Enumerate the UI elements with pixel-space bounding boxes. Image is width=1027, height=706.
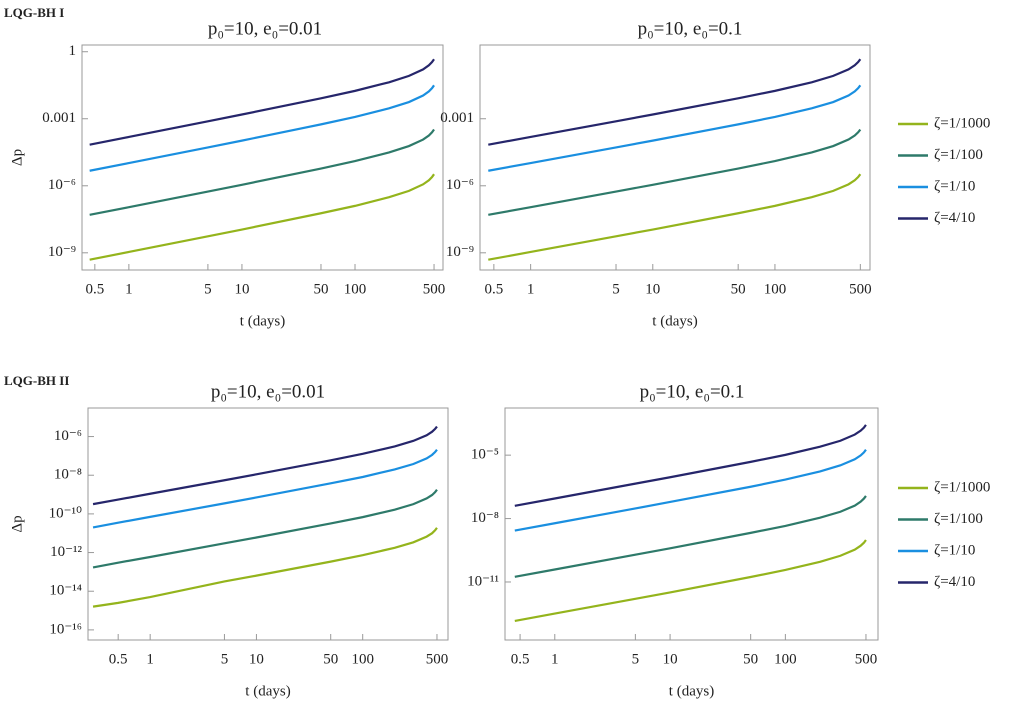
x-axis-label: t (days) bbox=[245, 683, 290, 699]
x-tick-label: 500 bbox=[426, 651, 449, 667]
y-tick-label: 10⁻¹⁴ bbox=[49, 583, 82, 599]
x-tick-label: 1 bbox=[146, 651, 154, 667]
series-line bbox=[514, 539, 867, 622]
x-tick-label: 10 bbox=[663, 651, 678, 667]
y-tick-label: 0.001 bbox=[440, 110, 474, 126]
series-line bbox=[89, 84, 435, 172]
y-tick-label: 10⁻¹¹ bbox=[467, 573, 499, 589]
legend-label: ζ=1/10 bbox=[934, 178, 975, 194]
x-axis-label: t (days) bbox=[669, 683, 714, 699]
x-tick-label: 50 bbox=[731, 281, 746, 297]
series-line bbox=[514, 424, 867, 507]
y-tick-label: 10⁻⁸ bbox=[54, 467, 82, 483]
y-tick-label: 10⁻⁶ bbox=[446, 177, 474, 193]
series-line bbox=[488, 84, 862, 172]
x-tick-label: 500 bbox=[423, 281, 446, 297]
y-tick-label: 10⁻¹² bbox=[50, 544, 82, 560]
plot-frame bbox=[479, 44, 871, 271]
series-line bbox=[514, 495, 867, 578]
y-tick-label: 10⁻¹⁰ bbox=[49, 505, 82, 521]
x-tick-label: 100 bbox=[774, 651, 797, 667]
x-axis-label: t (days) bbox=[652, 313, 697, 329]
legend-label: ζ=1/1000 bbox=[934, 115, 990, 131]
y-tick-label: 0.001 bbox=[42, 110, 76, 126]
plot-frame bbox=[504, 407, 879, 641]
y-axis-label: Δp bbox=[9, 149, 25, 166]
x-tick-label: 50 bbox=[743, 651, 758, 667]
x-tick-label: 5 bbox=[204, 281, 212, 297]
legend-label: ζ=1/100 bbox=[934, 147, 983, 163]
series-line bbox=[488, 173, 862, 261]
x-tick-label: 100 bbox=[351, 651, 374, 667]
x-tick-label: 5 bbox=[612, 281, 620, 297]
series-line bbox=[92, 448, 438, 529]
x-tick-label: 50 bbox=[313, 281, 328, 297]
y-tick-label: 10⁻⁶ bbox=[54, 428, 82, 444]
y-tick-label: 10⁻⁵ bbox=[471, 447, 499, 463]
y-axis-label: Δp bbox=[9, 515, 25, 532]
y-tick-label: 10⁻⁸ bbox=[471, 510, 499, 526]
series-line bbox=[89, 58, 435, 146]
x-tick-label: 500 bbox=[849, 281, 872, 297]
x-tick-label: 1 bbox=[527, 281, 535, 297]
x-tick-label: 100 bbox=[344, 281, 367, 297]
x-tick-label: 1 bbox=[125, 281, 133, 297]
series-line bbox=[89, 128, 435, 216]
x-tick-label: 10 bbox=[234, 281, 249, 297]
y-tick-label: 1 bbox=[69, 43, 77, 59]
x-tick-label: 5 bbox=[632, 651, 640, 667]
series-line bbox=[92, 489, 438, 569]
series-line bbox=[488, 128, 862, 216]
chart-title: p₀=10, e₀=0.01 bbox=[211, 381, 325, 402]
series-line bbox=[92, 527, 438, 608]
series-line bbox=[89, 173, 435, 261]
row-label: LQG-BH I bbox=[4, 5, 64, 20]
series-line bbox=[92, 425, 438, 506]
legend-label: ζ=4/10 bbox=[934, 210, 975, 226]
plot-frame bbox=[87, 407, 449, 641]
legend-label: ζ=1/10 bbox=[934, 542, 975, 558]
x-tick-label: 1 bbox=[551, 651, 559, 667]
legend-label: ζ=1/1000 bbox=[934, 479, 990, 495]
series-line bbox=[488, 58, 862, 146]
x-tick-label: 100 bbox=[764, 281, 787, 297]
y-tick-label: 10⁻⁹ bbox=[48, 244, 76, 260]
chart-title: p₀=10, e₀=0.01 bbox=[208, 18, 322, 39]
y-tick-label: 10⁻⁶ bbox=[48, 177, 76, 193]
plot-frame bbox=[81, 44, 444, 271]
x-axis-label: t (days) bbox=[240, 313, 285, 329]
legend-label: ζ=1/100 bbox=[934, 511, 983, 527]
chart-title: p₀=10, e₀=0.1 bbox=[640, 381, 745, 402]
x-tick-label: 10 bbox=[645, 281, 660, 297]
x-tick-label: 10 bbox=[249, 651, 264, 667]
y-tick-label: 10⁻¹⁶ bbox=[49, 621, 82, 637]
chart-title: p₀=10, e₀=0.1 bbox=[638, 18, 743, 39]
x-tick-label: 0.5 bbox=[85, 281, 104, 297]
y-tick-label: 10⁻⁹ bbox=[446, 244, 474, 260]
row-label: LQG-BH II bbox=[4, 373, 69, 388]
series-line bbox=[514, 449, 867, 532]
legend-label: ζ=4/10 bbox=[934, 574, 975, 590]
x-tick-label: 0.5 bbox=[511, 651, 530, 667]
x-tick-label: 5 bbox=[221, 651, 229, 667]
x-tick-label: 50 bbox=[323, 651, 338, 667]
x-tick-label: 0.5 bbox=[484, 281, 503, 297]
x-tick-label: 500 bbox=[855, 651, 878, 667]
x-tick-label: 0.5 bbox=[109, 651, 128, 667]
